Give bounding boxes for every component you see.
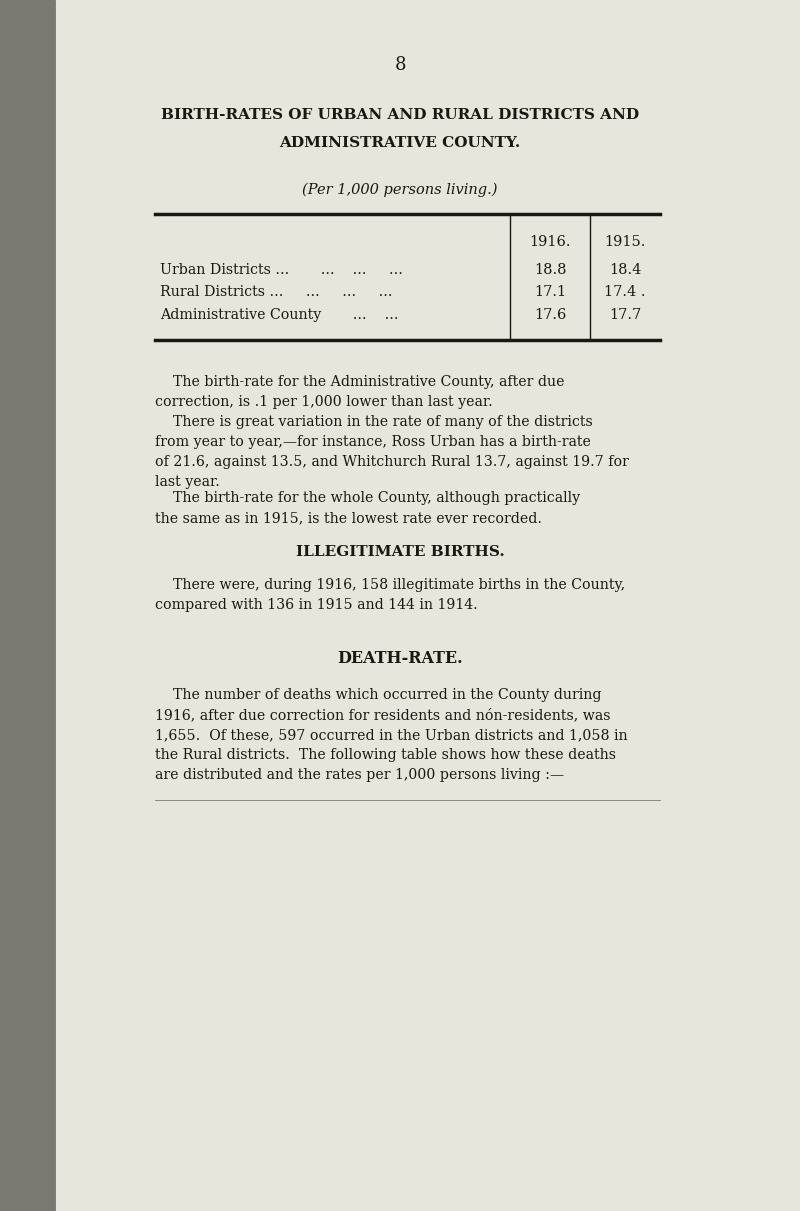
- Text: correction, is .1 per 1,000 lower than last year.: correction, is .1 per 1,000 lower than l…: [155, 395, 493, 409]
- Text: 17.1: 17.1: [534, 285, 566, 299]
- Text: 18.4: 18.4: [609, 263, 641, 277]
- Text: ADMINISTRATIVE COUNTY.: ADMINISTRATIVE COUNTY.: [279, 136, 521, 150]
- Text: The birth-rate for the Administrative County, after due: The birth-rate for the Administrative Co…: [155, 375, 565, 389]
- FancyBboxPatch shape: [0, 0, 55, 1211]
- Text: 1916, after due correction for residents and nón-residents, was: 1916, after due correction for residents…: [155, 708, 610, 722]
- Text: are distributed and the rates per 1,000 persons living :—: are distributed and the rates per 1,000 …: [155, 768, 564, 782]
- Text: 18.8: 18.8: [534, 263, 566, 277]
- Text: The birth-rate for the whole County, although practically: The birth-rate for the whole County, alt…: [155, 490, 580, 505]
- Text: 1916.: 1916.: [530, 235, 570, 249]
- Text: of 21.6, against 13.5, and Whitchurch Rural 13.7, against 19.7 for: of 21.6, against 13.5, and Whitchurch Ru…: [155, 455, 629, 469]
- Text: 17.7: 17.7: [609, 308, 641, 322]
- Text: the Rural districts.  The following table shows how these deaths: the Rural districts. The following table…: [155, 748, 616, 762]
- Text: The number of deaths which occurred in the County during: The number of deaths which occurred in t…: [155, 688, 602, 702]
- Text: ILLEGITIMATE BIRTHS.: ILLEGITIMATE BIRTHS.: [296, 545, 504, 559]
- Text: DEATH-RATE.: DEATH-RATE.: [337, 650, 463, 667]
- Text: 17.4 .: 17.4 .: [604, 285, 646, 299]
- Text: (Per 1,000 persons living.): (Per 1,000 persons living.): [302, 183, 498, 197]
- Text: There is great variation in the rate of many of the districts: There is great variation in the rate of …: [155, 415, 593, 429]
- Text: 1,655.  Of these, 597 occurred in the Urban districts and 1,058 in: 1,655. Of these, 597 occurred in the Urb…: [155, 728, 628, 742]
- Text: 8: 8: [394, 56, 406, 74]
- Text: Administrative County       ...    ...: Administrative County ... ...: [160, 308, 398, 322]
- Text: 17.6: 17.6: [534, 308, 566, 322]
- Text: compared with 136 in 1915 and 144 in 1914.: compared with 136 in 1915 and 144 in 191…: [155, 598, 478, 612]
- Text: last year.: last year.: [155, 475, 220, 489]
- Text: 1915.: 1915.: [604, 235, 646, 249]
- Text: Rural Districts ...     ...     ...     ...: Rural Districts ... ... ... ...: [160, 285, 393, 299]
- Text: the same as in 1915, is the lowest rate ever recorded.: the same as in 1915, is the lowest rate …: [155, 511, 542, 526]
- Text: Urban Districts ...       ...    ...     ...: Urban Districts ... ... ... ...: [160, 263, 403, 277]
- Text: from year to year,—for instance, Ross Urban has a birth-rate: from year to year,—for instance, Ross Ur…: [155, 435, 591, 449]
- Text: There were, during 1916, 158 illegitimate births in the County,: There were, during 1916, 158 illegitimat…: [155, 578, 625, 592]
- FancyBboxPatch shape: [55, 0, 800, 1211]
- Text: BIRTH-RATES OF URBAN AND RURAL DISTRICTS AND: BIRTH-RATES OF URBAN AND RURAL DISTRICTS…: [161, 108, 639, 122]
